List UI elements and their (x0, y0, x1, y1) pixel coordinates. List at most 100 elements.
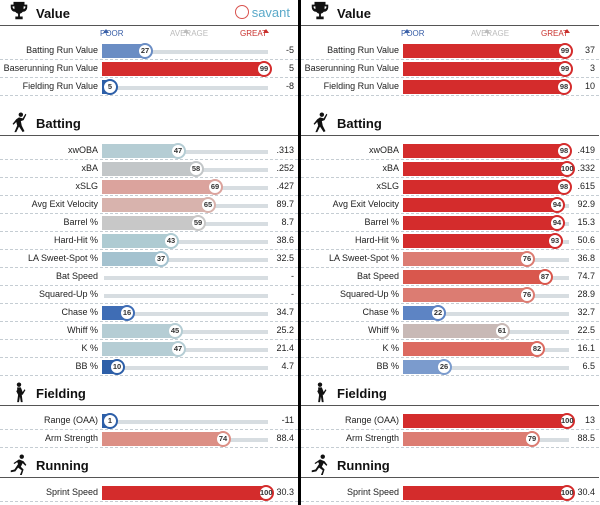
metric-row: LA Sweet-Spot % 37 32.5 (0, 250, 298, 268)
percentile-circle: 79 (524, 431, 540, 447)
metric-label: Squared-Up % (339, 289, 399, 299)
metric-value: 10 (584, 81, 595, 91)
percentile-bar (102, 44, 147, 58)
metric-row: Avg Exit Velocity 65 89.7 (0, 196, 298, 214)
percentile-track (104, 330, 268, 334)
section-value: Value POOR AVERAGE GREAT Batting Run Value 99… (301, 0, 599, 96)
batting-icon (309, 110, 331, 134)
metric-value: 6.5 (582, 361, 595, 371)
percentile-bar (403, 144, 566, 158)
metric-label: Whiff % (67, 325, 98, 335)
percentile-bar (403, 216, 559, 230)
metric-value: - (291, 271, 294, 281)
percentile-bar (102, 144, 180, 158)
percentile-bar (403, 80, 566, 94)
percentile-circle: 37 (153, 251, 169, 267)
metric-row: xwOBA 98 .419 (301, 142, 599, 160)
scale-poor-label: POOR (401, 29, 425, 38)
percentile-circle: 94 (549, 197, 565, 213)
percentile-bar (403, 414, 569, 428)
metric-row: Chase % 16 34.7 (0, 304, 298, 322)
metric-label: LA Sweet-Spot % (27, 253, 98, 263)
section-header: Fielding (301, 380, 599, 406)
percentile-circle: 43 (163, 233, 179, 249)
percentile-circle: 45 (167, 323, 183, 339)
metric-value: 8.7 (281, 217, 294, 227)
metric-label: Arm Strength (345, 433, 399, 443)
percentile-circle: 65 (200, 197, 216, 213)
percentile-circle: 76 (519, 287, 535, 303)
percentile-track (104, 240, 268, 244)
percentile-bar (102, 486, 268, 500)
percentile-circle: 100 (559, 413, 575, 429)
metric-row: Barrel % 94 15.3 (301, 214, 599, 232)
percentile-circle: 16 (119, 305, 135, 321)
metric-value: 16.1 (577, 343, 595, 353)
metric-row: Sprint Speed 100 30.3 (0, 484, 298, 502)
metric-row: xwOBA 47 .313 (0, 142, 298, 160)
section-title: Batting (337, 116, 382, 131)
metric-row: xBA 58 .252 (0, 160, 298, 178)
percentile-circle: 99 (557, 61, 573, 77)
scale-marker (103, 29, 109, 33)
percentile-bar (403, 180, 566, 194)
metric-label: LA Sweet-Spot % (328, 253, 399, 263)
percentile-bar (102, 180, 217, 194)
value-icon (309, 0, 331, 24)
metric-value: 3 (589, 63, 595, 73)
percentile-track (405, 366, 569, 370)
metric-label: Avg Exit Velocity (31, 199, 98, 209)
section-fielding: Fielding Range (OAA) 1 -11 Arm Strength 74 88.… (0, 380, 298, 448)
percentile-track (104, 150, 268, 154)
metric-label: K % (81, 343, 98, 353)
percentile-circle: 26 (436, 359, 452, 375)
metric-value: 15.3 (577, 217, 595, 227)
metric-value: .313 (276, 145, 294, 155)
metric-value: 32.7 (577, 307, 595, 317)
metric-label: xBA (81, 163, 98, 173)
metric-row: Barrel % 59 8.7 (0, 214, 298, 232)
metric-label: Bat Speed (356, 271, 399, 281)
section-header: Running (301, 452, 599, 478)
section-title: Fielding (36, 386, 86, 401)
percentile-bar (102, 252, 163, 266)
scale-avg-label: AVERAGE (471, 29, 510, 38)
metric-label: Barrel % (63, 217, 98, 227)
percentile-track (104, 258, 268, 262)
percentile-bar (102, 324, 177, 338)
metric-row: Squared-Up % - (0, 286, 298, 304)
metric-label: xwOBA (67, 145, 98, 155)
fielding-icon (309, 380, 331, 404)
percentile-bar (403, 234, 557, 248)
panel-right: Value POOR AVERAGE GREAT Batting Run Value 99… (301, 0, 599, 505)
percentile-circle: 98 (556, 179, 572, 195)
metric-row: Batting Run Value 99 37 (301, 42, 599, 60)
section-running: Running Sprint Speed 100 30.4 (301, 452, 599, 502)
metric-label: BB % (75, 361, 98, 371)
scale-avg-label: AVERAGE (170, 29, 209, 38)
panel-left: Value savant POOR AVERAGE GREAT Batting Run V… (0, 0, 298, 505)
metric-row: Range (OAA) 100 13 (301, 412, 599, 430)
metric-label: Range (OAA) (344, 415, 399, 425)
metric-row: BB % 10 4.7 (0, 358, 298, 376)
metric-row: Whiff % 45 25.2 (0, 322, 298, 340)
metric-label: Arm Strength (44, 433, 98, 443)
metric-value: .252 (276, 163, 294, 173)
metric-value: 38.6 (276, 235, 294, 245)
savant-logo: savant (234, 5, 290, 20)
percentile-bar (403, 486, 569, 500)
percentile-bar (403, 252, 529, 266)
section-fielding: Fielding Range (OAA) 100 13 Arm Strength 79 88… (301, 380, 599, 448)
metric-value: .427 (276, 181, 294, 191)
section-title: Value (36, 6, 70, 21)
percentile-track (104, 294, 268, 298)
metric-label: Batting Run Value (26, 45, 98, 55)
percentile-circle: 47 (170, 341, 186, 357)
metric-row: Hard-Hit % 93 50.6 (301, 232, 599, 250)
value-icon (8, 0, 30, 24)
metric-label: xSLG (376, 181, 399, 191)
metric-row: Fielding Run Value 5 -8 (0, 78, 298, 96)
metric-label: Avg Exit Velocity (332, 199, 399, 209)
percentile-circle: 100 (258, 485, 274, 501)
metric-value: .419 (577, 145, 595, 155)
